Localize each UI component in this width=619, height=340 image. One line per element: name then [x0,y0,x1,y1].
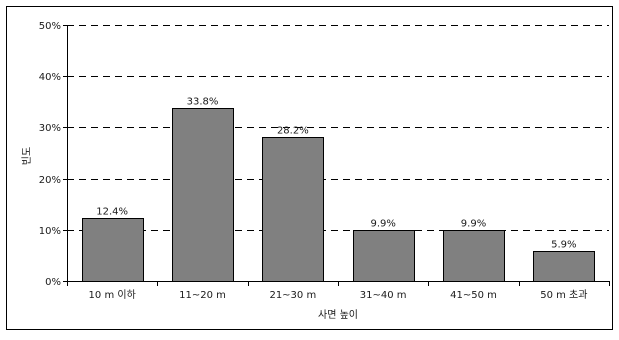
y-tick-label: 40% [39,72,61,83]
data-label: 33.8% [187,97,219,108]
x-tick-label: 11~20 m [179,290,226,301]
bar [443,230,505,282]
bar [262,137,324,282]
bar [172,108,234,282]
y-axis-label: 빈도 [21,147,33,165]
x-tick-label: 50 m 초과 [540,289,587,301]
bars [82,108,595,282]
data-label: 12.4% [96,207,128,218]
y-tick-label: 10% [39,226,61,237]
x-tick-label: 41~50 m [450,290,497,301]
x-tick-label: 10 m 이하 [89,288,136,301]
y-tick-label: 20% [39,175,61,186]
y-tick-label: 0% [45,277,61,288]
y-tick-label: 30% [39,123,61,134]
bar [533,251,595,282]
labels: 0% 10% 20% 30% 40% 50% 12.4% 10 m 이하 33.8% 11~20 … [39,21,588,301]
axes [63,25,610,286]
data-label: 9.9% [370,219,395,230]
gridlines [67,25,609,231]
y-tick-label: 50% [39,21,61,32]
x-tick-label: 21~30 m [269,290,316,301]
bar [82,218,144,282]
bar [353,230,415,282]
x-tick-label: 31~40 m [360,290,407,301]
x-axis-label: 사면 높이 [318,309,358,321]
data-label: 9.9% [461,219,486,230]
data-label: 5.9% [551,240,576,251]
data-label: 28.2% [277,126,309,137]
